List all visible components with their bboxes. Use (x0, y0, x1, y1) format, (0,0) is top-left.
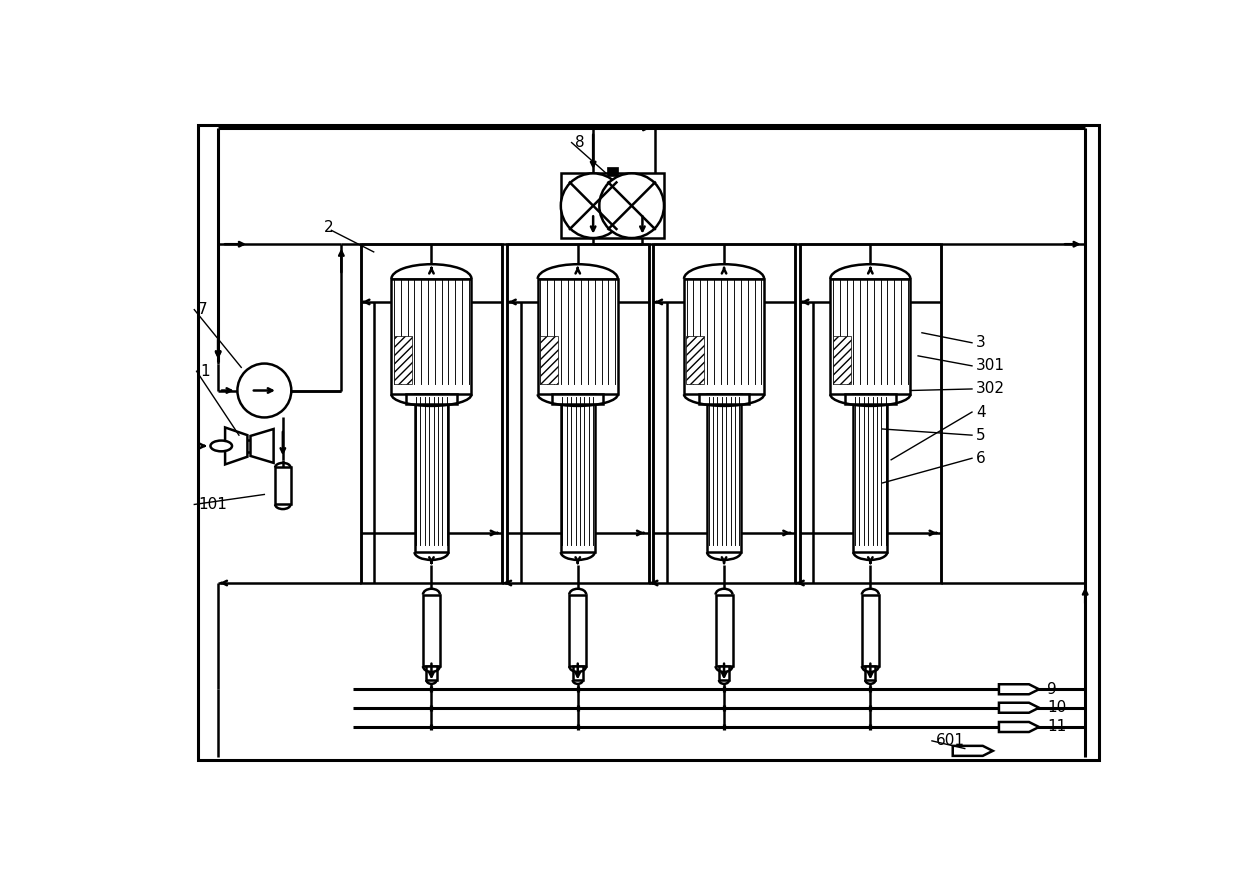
Bar (684, 279, 764, 394)
Bar (862, 595, 879, 666)
Bar (560, 394, 595, 553)
Text: 2: 2 (324, 220, 334, 235)
Polygon shape (226, 428, 248, 465)
Bar (653, 244, 795, 583)
Bar (831, 279, 910, 394)
Bar (686, 336, 704, 385)
Ellipse shape (211, 441, 232, 451)
Bar (844, 394, 895, 404)
Bar (361, 244, 502, 583)
Bar (866, 666, 875, 680)
Circle shape (560, 173, 625, 238)
Text: 302: 302 (976, 381, 1004, 397)
Text: 8: 8 (575, 135, 585, 150)
Bar (715, 595, 733, 666)
Bar (507, 244, 649, 583)
Bar (608, 167, 618, 176)
Bar (538, 279, 618, 394)
Bar (392, 279, 471, 394)
Text: 7: 7 (198, 302, 208, 317)
Bar (719, 666, 729, 680)
Bar (800, 244, 941, 583)
Text: 301: 301 (976, 358, 1004, 373)
Polygon shape (999, 703, 1039, 713)
Bar (573, 666, 583, 680)
Text: 3: 3 (976, 335, 986, 350)
Bar (698, 394, 749, 404)
Polygon shape (952, 746, 993, 756)
Bar (541, 336, 558, 385)
Bar (427, 666, 436, 680)
Bar (414, 394, 449, 553)
Text: 5: 5 (976, 428, 986, 443)
Bar (423, 595, 440, 666)
Bar (560, 173, 663, 238)
Bar (394, 336, 412, 385)
Text: 101: 101 (198, 497, 227, 512)
Bar (552, 394, 603, 404)
Text: 9: 9 (1048, 682, 1058, 697)
Text: 601: 601 (936, 733, 965, 748)
Bar (707, 394, 742, 553)
Circle shape (237, 363, 291, 417)
Text: 10: 10 (1048, 700, 1066, 715)
Circle shape (599, 173, 663, 238)
Text: 1: 1 (201, 363, 210, 378)
Text: 6: 6 (976, 451, 986, 466)
Polygon shape (999, 722, 1039, 732)
Polygon shape (999, 685, 1039, 694)
Bar (405, 394, 456, 404)
Text: 4: 4 (976, 405, 986, 420)
Bar (569, 595, 587, 666)
Bar (832, 336, 851, 385)
Polygon shape (250, 429, 274, 463)
Bar (853, 394, 888, 553)
Bar (275, 467, 290, 504)
Text: 11: 11 (1048, 720, 1066, 735)
